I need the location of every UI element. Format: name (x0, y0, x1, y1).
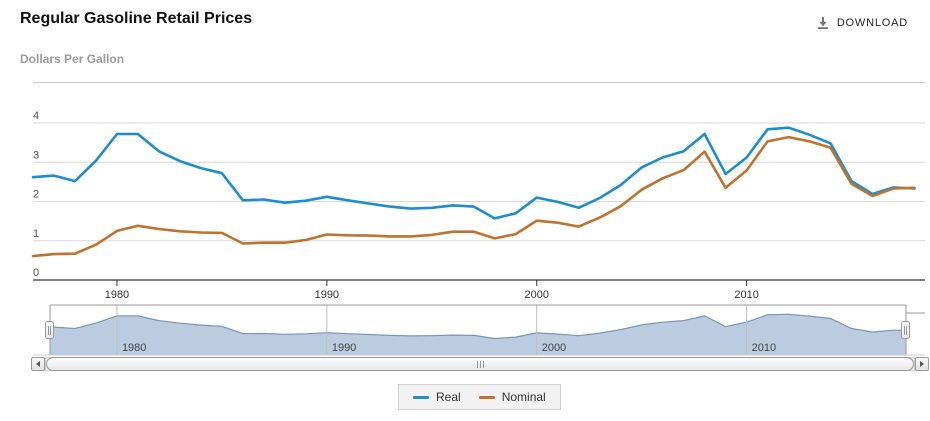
scrollbar-thumb[interactable] (46, 357, 914, 371)
navigator-area[interactable] (50, 314, 906, 355)
download-icon (817, 17, 828, 29)
nominal-series-line (31, 135, 916, 258)
scroll-right-icon (920, 361, 924, 367)
nominal-swatch-icon (478, 395, 495, 399)
scroll-left-icon (36, 361, 40, 367)
y-tick-label: 4 (33, 110, 39, 122)
grip-icon (479, 360, 481, 368)
navigator-tick-label: 2000 (542, 342, 566, 354)
legend-label: Nominal (501, 390, 546, 404)
grip-icon (482, 360, 484, 368)
navigator-tick-label: 1980 (122, 342, 146, 354)
scroll-right-button[interactable] (915, 357, 929, 371)
y-tick-label: 1 (33, 228, 39, 240)
navigator-scrollbar[interactable] (31, 357, 929, 371)
y-tick-label: 0 (33, 267, 39, 279)
navigator-tick-label: 2010 (752, 342, 776, 354)
navigator-left-handle[interactable] (45, 321, 54, 339)
x-tick-label: 2000 (524, 289, 548, 301)
download-button[interactable]: DOWNLOAD (814, 14, 910, 32)
x-tick-label: 1980 (105, 289, 129, 301)
y-axis-unit-label: Dollars Per Gallon (20, 52, 125, 66)
navigator-right-handle[interactable] (901, 321, 910, 339)
x-tick-label: 1990 (315, 289, 339, 301)
grip-icon (476, 360, 478, 368)
legend-item-real[interactable]: Real (413, 390, 461, 404)
scroll-left-button[interactable] (31, 357, 45, 371)
download-label: DOWNLOAD (836, 17, 908, 29)
navigator-tick-label: 1990 (332, 342, 356, 354)
page-title: Regular Gasoline Retail Prices (20, 10, 253, 27)
real-swatch-icon (413, 395, 429, 399)
y-tick-label: 3 (33, 149, 39, 161)
navigator-area-outline (50, 313, 907, 340)
y-tick-label: 2 (33, 189, 39, 201)
header-divider (33, 82, 925, 83)
real-series-line (31, 126, 916, 220)
x-tick-label: 2010 (734, 289, 758, 301)
chart-legend: Real Nominal (398, 384, 561, 410)
legend-label: Real (436, 390, 461, 404)
legend-item-nominal[interactable]: Nominal (478, 390, 546, 404)
